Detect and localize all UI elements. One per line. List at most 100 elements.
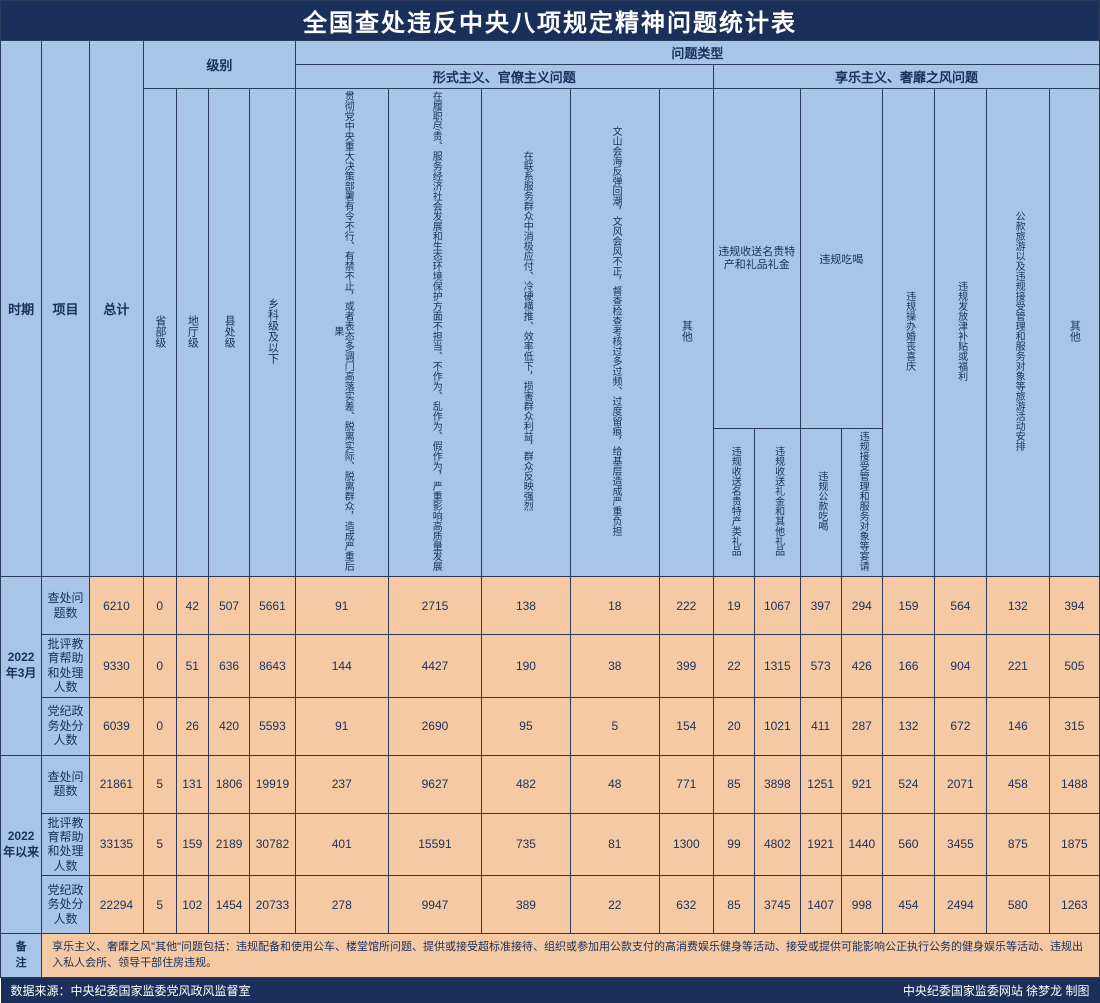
- cell: 287: [841, 697, 882, 755]
- cell: 1251: [800, 755, 841, 813]
- hdr-c1-2: 在联系服务群众中消极应付、冷硬横推、效率低下，损害群众利益，群众反映强烈: [482, 89, 571, 577]
- cell: 22: [570, 876, 659, 934]
- item-label: 党纪政务处分人数: [42, 697, 90, 755]
- hdr-e1: 违规接受管理和服务对象等宴请: [841, 429, 882, 577]
- cell: 2189: [209, 813, 250, 876]
- cell: 20733: [250, 876, 296, 934]
- cell: 5: [144, 755, 177, 813]
- cell: 505: [1049, 635, 1099, 698]
- cell: 1875: [1049, 813, 1099, 876]
- cell: 1440: [841, 813, 882, 876]
- cell: 51: [176, 635, 209, 698]
- cell: 1407: [800, 876, 841, 934]
- table-row: 党纪政务处分人数60390264205593912690955154201021…: [1, 697, 1100, 755]
- cell-total: 9330: [89, 635, 143, 698]
- cell: 146: [986, 697, 1049, 755]
- cell: 4802: [755, 813, 801, 876]
- cell: 19: [713, 577, 754, 635]
- hdr-g1: 违规收送礼金和其他礼品: [755, 429, 801, 577]
- cell: 560: [882, 813, 934, 876]
- table-row: 批评教育帮助和处理人数93300516368643144442719038399…: [1, 635, 1100, 698]
- item-label: 查处问题数: [42, 755, 90, 813]
- table-row: 党纪政务处分人数22294510214542073327899473892263…: [1, 876, 1100, 934]
- hdr-period: 时期: [1, 41, 42, 577]
- cell: 580: [986, 876, 1049, 934]
- cell: 9627: [388, 755, 481, 813]
- cell: 2494: [934, 876, 986, 934]
- cell-total: 21861: [89, 755, 143, 813]
- cell: 2071: [934, 755, 986, 813]
- cell: 278: [295, 876, 388, 934]
- cell: 573: [800, 635, 841, 698]
- cell: 389: [482, 876, 571, 934]
- cell: 42: [176, 577, 209, 635]
- cell: 524: [882, 755, 934, 813]
- cell: 998: [841, 876, 882, 934]
- cell: 2715: [388, 577, 481, 635]
- hdr-c1-1: 在履职尽责、服务经济社会发展和生态环境保护方面不担当、不作为、乱作为、假作为，严…: [388, 89, 481, 577]
- cell: 0: [144, 635, 177, 698]
- cell: 315: [1049, 697, 1099, 755]
- item-label: 批评教育帮助和处理人数: [42, 813, 90, 876]
- hdr-t1: 违规发放津补贴或福利: [934, 89, 986, 577]
- hdr-total: 总计: [89, 41, 143, 577]
- cell: 1806: [209, 755, 250, 813]
- cell: 411: [800, 697, 841, 755]
- cell: 159: [882, 577, 934, 635]
- hdr-lv2: 县处级: [209, 89, 250, 577]
- cell: 102: [176, 876, 209, 934]
- cell: 237: [295, 755, 388, 813]
- hdr-cat2: 享乐主义、奢靡之风问题: [713, 65, 1099, 89]
- cell: 95: [482, 697, 571, 755]
- cell: 5: [144, 813, 177, 876]
- cell: 38: [570, 635, 659, 698]
- item-label: 批评教育帮助和处理人数: [42, 635, 90, 698]
- cell-total: 6210: [89, 577, 143, 635]
- table-row: 2022年3月查处问题数6210042507566191271513818222…: [1, 577, 1100, 635]
- cell: 875: [986, 813, 1049, 876]
- cell: 91: [295, 697, 388, 755]
- cell: 5: [570, 697, 659, 755]
- cell: 5593: [250, 697, 296, 755]
- cell: 2690: [388, 697, 481, 755]
- cell: 397: [800, 577, 841, 635]
- cell: 18: [570, 577, 659, 635]
- cell: 401: [295, 813, 388, 876]
- cell: 632: [659, 876, 713, 934]
- cell: 138: [482, 577, 571, 635]
- cell: 48: [570, 755, 659, 813]
- stats-table: 全国查处违反中央八项规定精神问题统计表 时期 项目 总计 级别 问题类型 形式主…: [0, 0, 1100, 1003]
- cell: 1300: [659, 813, 713, 876]
- cell: 564: [934, 577, 986, 635]
- cell: 221: [986, 635, 1049, 698]
- period-label: 2022年3月: [1, 577, 42, 756]
- cell: 399: [659, 635, 713, 698]
- hdr-lv1: 地厅级: [176, 89, 209, 577]
- cell: 921: [841, 755, 882, 813]
- cell: 222: [659, 577, 713, 635]
- cell: 1021: [755, 697, 801, 755]
- footer-credit: 中央纪委国家监委网站 徐梦龙 制图: [570, 977, 1099, 1003]
- footer-source: 数据来源：中央纪委国家监委党风政风监督室: [1, 977, 571, 1003]
- cell: 394: [1049, 577, 1099, 635]
- cell: 15591: [388, 813, 481, 876]
- cell: 735: [482, 813, 571, 876]
- cell: 636: [209, 635, 250, 698]
- hdr-t3: 其他: [1049, 89, 1099, 577]
- note-text: 享乐主义、奢靡之风"其他"问题包括：违规配备和使用公车、楼堂馆所问题、提供或接受…: [42, 934, 1100, 978]
- item-label: 查处问题数: [42, 577, 90, 635]
- cell: 85: [713, 876, 754, 934]
- cell: 159: [176, 813, 209, 876]
- cell: 85: [713, 755, 754, 813]
- cell: 771: [659, 755, 713, 813]
- cell: 1921: [800, 813, 841, 876]
- cell-total: 22294: [89, 876, 143, 934]
- table-title: 全国查处违反中央八项规定精神问题统计表: [1, 1, 1100, 41]
- hdr-eat: 违规吃喝: [800, 89, 882, 429]
- cell: 19919: [250, 755, 296, 813]
- cell: 3898: [755, 755, 801, 813]
- cell: 458: [986, 755, 1049, 813]
- cell: 131: [176, 755, 209, 813]
- cell-total: 33135: [89, 813, 143, 876]
- cell: 91: [295, 577, 388, 635]
